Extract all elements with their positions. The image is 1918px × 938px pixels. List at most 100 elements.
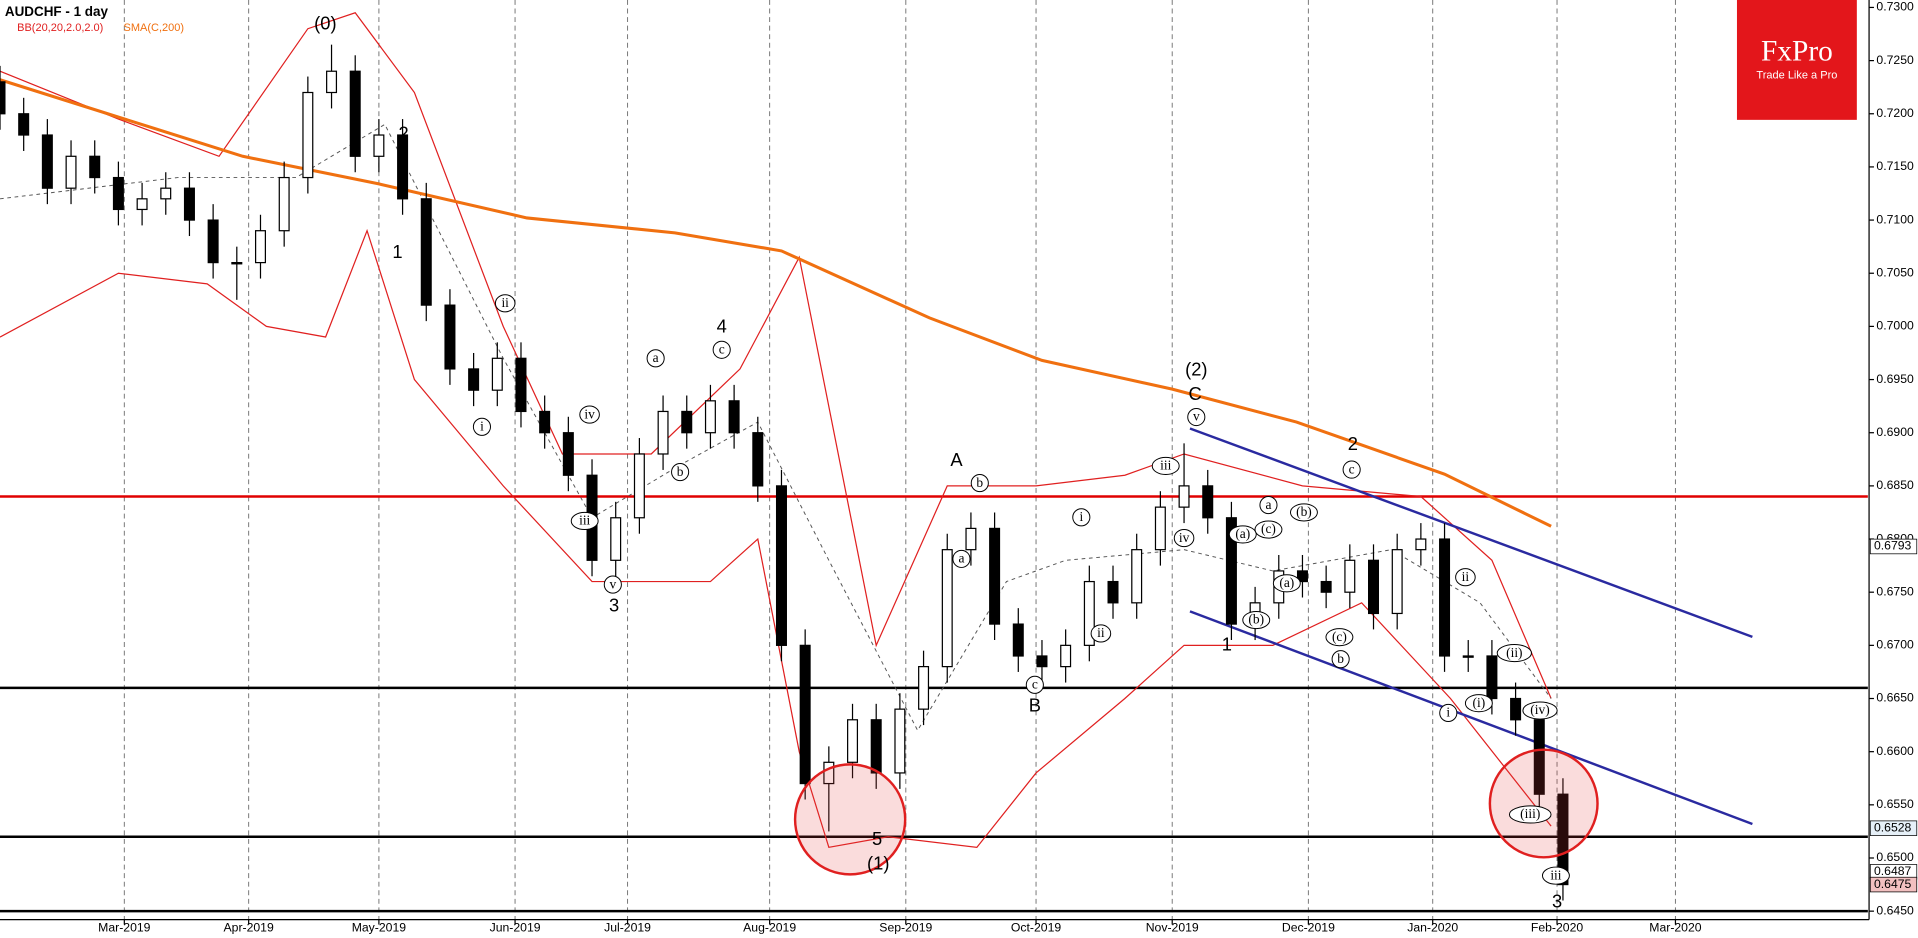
wave-label: 5 [872, 828, 882, 849]
x-tick-label: Feb-2020 [1531, 920, 1584, 934]
wave-label: c [719, 341, 725, 356]
candle-body [562, 432, 574, 476]
wave-circle [1522, 701, 1558, 720]
candle-body [231, 261, 243, 265]
sma-legend: SMA(C,200) [124, 22, 185, 34]
bb-middle [0, 123, 1552, 732]
candle-body [1368, 559, 1380, 615]
wave-label: a [653, 350, 659, 365]
price-label: 0.6528 [1874, 820, 1912, 834]
wave-circle [646, 349, 665, 368]
wave-label: iii [1160, 458, 1171, 473]
wave-circle [1242, 610, 1271, 630]
wave-label: v [1193, 409, 1200, 424]
price-label: 0.6793 [1874, 539, 1912, 553]
bb-legend: BB(20,20,2.0,2.0) [17, 22, 103, 34]
candle-body [278, 176, 290, 232]
candle-body [254, 230, 266, 264]
candle-body [870, 719, 882, 774]
wave-label: (c) [1332, 629, 1347, 644]
logo-brand: FxPro [1761, 36, 1833, 68]
candle-body [989, 527, 1001, 625]
wave-label: i [1079, 509, 1083, 524]
wave-circle [570, 511, 599, 531]
wave-label: a [1265, 497, 1271, 512]
wave-label: b [976, 475, 983, 490]
wave-circle [1173, 529, 1195, 548]
wave-label: (0) [314, 12, 336, 33]
wave-label: 3 [609, 594, 619, 615]
wave-label: (i) [1473, 695, 1486, 710]
candle-body [1415, 538, 1427, 551]
y-tick-label: 0.7050 [1876, 265, 1914, 279]
candle-body [41, 134, 53, 189]
wave-label: (ii) [1506, 645, 1522, 660]
candle-body [728, 400, 740, 434]
candle-body [468, 368, 480, 391]
highlight-circle [793, 763, 907, 876]
wave-label: b [677, 464, 684, 479]
wave-label: (b) [1296, 504, 1312, 519]
candle-body [136, 198, 148, 211]
candle-body [1391, 549, 1403, 615]
wave-circle [1325, 628, 1354, 647]
wave-label: 1 [392, 241, 402, 262]
y-tick-label: 0.6750 [1876, 584, 1914, 598]
wave-circle [671, 463, 690, 482]
candle-body [160, 187, 172, 200]
candle-body [1510, 697, 1522, 721]
wave-circle [579, 405, 600, 424]
wave-label: b [1337, 651, 1344, 666]
bb-upper [0, 12, 1552, 699]
candle-body [515, 357, 527, 413]
candle-body [18, 113, 30, 136]
logo: FxPro Trade Like a Pro [1736, 0, 1857, 120]
candle-body [941, 549, 953, 668]
y-tick-label: 0.7250 [1876, 53, 1914, 67]
wave-circle [1187, 407, 1206, 427]
candle-body [1202, 485, 1214, 519]
wave-label: a [958, 551, 964, 566]
y-tick-label: 0.6500 [1876, 850, 1914, 864]
price-label-box [1869, 820, 1918, 836]
candle-body [0, 81, 6, 115]
candle-body [65, 155, 77, 189]
candle-body [1486, 655, 1498, 700]
wave-label: ii [501, 295, 509, 310]
x-tick-label: Jun-2019 [490, 920, 541, 934]
sma-line [0, 78, 1552, 528]
candle-body [1296, 570, 1308, 583]
wave-circle [1259, 496, 1278, 515]
logo-tagline: Trade Like a Pro [1756, 70, 1837, 82]
candle-body [539, 410, 551, 434]
wave-label: 2 [1348, 433, 1358, 454]
plot [0, 12, 1868, 913]
wave-label: ii [1097, 625, 1105, 640]
wave-label: (iii) [1520, 806, 1540, 821]
candle-body [183, 187, 195, 221]
y-tick-label: 0.7150 [1876, 159, 1914, 173]
price-label-box [1869, 876, 1918, 893]
candle-body [349, 70, 361, 157]
candle-body [681, 410, 693, 434]
price-label: 0.6475 [1874, 877, 1912, 891]
wave-circle [1254, 520, 1283, 539]
grid [123, 0, 1676, 920]
candle-body [207, 219, 219, 264]
wave-label: 2 [399, 122, 409, 143]
chart-title: AUDCHF - 1 day [5, 4, 109, 19]
wave-circle [1290, 503, 1318, 522]
wave-circle [494, 294, 516, 313]
wave-label: c [1032, 677, 1038, 692]
wave-circle [1342, 460, 1361, 479]
y-tick-label: 0.7300 [1876, 0, 1914, 14]
logo-box [1736, 0, 1857, 120]
candle-body [1060, 644, 1072, 668]
wave-label: iii [579, 513, 590, 528]
candle-body [1178, 485, 1190, 508]
candle-body [704, 400, 716, 434]
highlight-circle [1488, 748, 1599, 859]
y-tick-label: 0.7200 [1876, 106, 1914, 120]
candle-body [89, 155, 101, 179]
